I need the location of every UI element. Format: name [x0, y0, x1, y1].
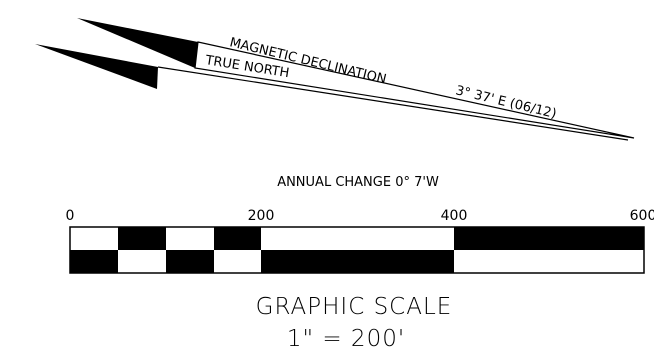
true-north-arrowhead	[35, 44, 158, 89]
scale-segment	[261, 250, 454, 273]
scale-segment	[454, 250, 644, 273]
scale-segment	[214, 227, 261, 250]
graphic-scale-ratio: 1" = 200'	[287, 326, 405, 352]
scale-segment	[118, 250, 166, 273]
scale-segment	[166, 250, 214, 273]
scale-segment	[166, 227, 214, 250]
scale-tick-label-600: 600	[630, 208, 654, 224]
scale-bar-outline	[69, 226, 645, 274]
magnetic-north-arrow	[77, 18, 635, 139]
scale-segment	[70, 227, 118, 250]
declination-value: 3° 37' E (06/12)	[454, 83, 558, 122]
magnetic-arrowhead	[77, 18, 198, 68]
scale-segment	[214, 250, 261, 273]
scale-tick-label-400: 400	[441, 208, 468, 224]
scale-segment	[261, 227, 454, 250]
scale-tick-label-200: 200	[248, 208, 275, 224]
scale-tick-label-0: 0	[66, 208, 75, 224]
scale-segment	[118, 227, 166, 250]
magnetic-arrow-shaft	[194, 41, 635, 139]
annual-change-label: ANNUAL CHANGE 0° 7'W	[277, 175, 439, 190]
scale-segment	[454, 227, 644, 250]
true-north-arrow	[35, 44, 629, 141]
true-north-shaft	[157, 66, 629, 141]
graphic-scale-bar	[69, 226, 645, 274]
graphic-scale-title: GRAPHIC SCALE	[256, 294, 453, 320]
scale-segment	[70, 250, 118, 273]
